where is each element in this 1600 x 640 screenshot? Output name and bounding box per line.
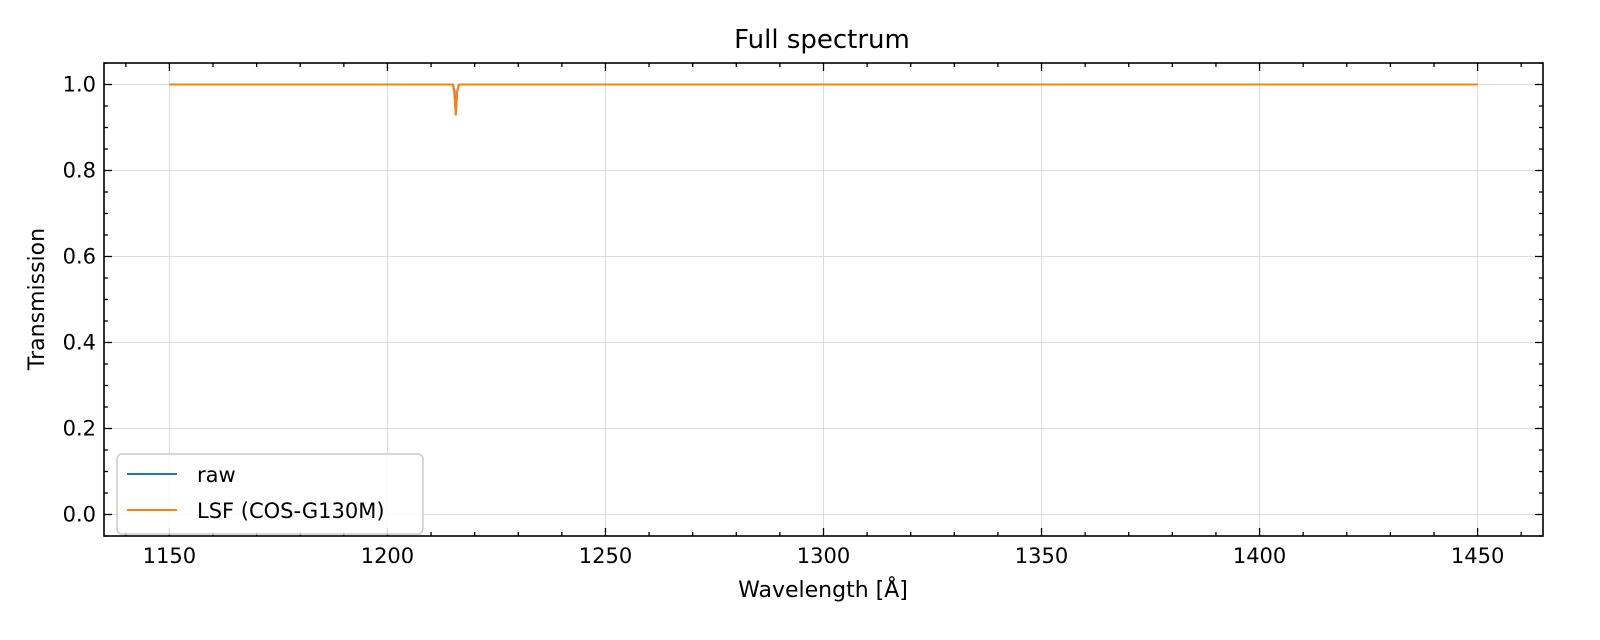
legend-label-raw: raw <box>197 463 236 487</box>
y-tick-label: 1.0 <box>63 73 96 97</box>
x-tick-label: 1400 <box>1233 544 1286 568</box>
y-tick-label: 0.8 <box>63 159 96 183</box>
series-lines <box>169 83 1478 116</box>
y-axis-label: Transmission <box>25 228 50 371</box>
y-tick-label: 0.4 <box>63 331 96 355</box>
y-tick-label: 0.6 <box>63 245 96 269</box>
legend-label-lsf: LSF (COS-G130M) <box>197 499 385 523</box>
legend: raw LSF (COS-G130M) <box>116 453 424 535</box>
legend-box <box>116 453 424 535</box>
y-tick-label: 0.2 <box>63 417 96 441</box>
x-tick-label: 1200 <box>361 544 414 568</box>
chart-title: Full spectrum <box>734 25 910 55</box>
axis-ticks: 1150 1200 1250 1300 1350 1400 1450 0.0 0.2 0.4 0.6… <box>63 62 1543 568</box>
series-line-lsf <box>169 83 1478 116</box>
plot-frame <box>103 62 1544 537</box>
x-tick-label: 1350 <box>1015 544 1068 568</box>
x-tick-label: 1150 <box>143 544 196 568</box>
x-tick-label: 1250 <box>579 544 632 568</box>
y-tick-label: 0.0 <box>63 503 96 527</box>
x-tick-label: 1300 <box>797 544 850 568</box>
x-axis-label: Wavelength [Å] <box>738 576 908 603</box>
x-tick-label: 1450 <box>1451 544 1504 568</box>
